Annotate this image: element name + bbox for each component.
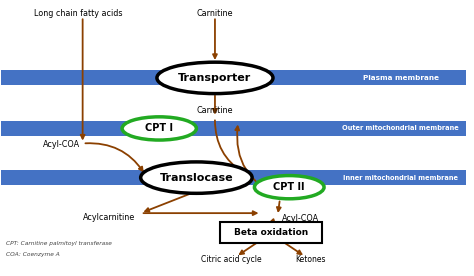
FancyBboxPatch shape xyxy=(219,222,322,243)
Text: CPT: Carnitine palmitoyl transferase: CPT: Carnitine palmitoyl transferase xyxy=(6,241,112,246)
Bar xyxy=(1,70,465,85)
Ellipse shape xyxy=(157,62,273,94)
Text: Ketones: Ketones xyxy=(295,255,325,264)
Text: Acyl-COA: Acyl-COA xyxy=(283,214,319,223)
Text: Inner mitochondrial membrane: Inner mitochondrial membrane xyxy=(343,175,458,181)
Text: Outer mitochondrial membrane: Outer mitochondrial membrane xyxy=(342,125,459,131)
Bar xyxy=(1,170,465,185)
Text: CPT I: CPT I xyxy=(145,123,173,133)
Text: Long chain fatty acids: Long chain fatty acids xyxy=(34,9,122,18)
Text: Transporter: Transporter xyxy=(178,73,252,83)
Text: COA: Coenzyme A: COA: Coenzyme A xyxy=(6,252,60,257)
Ellipse shape xyxy=(122,117,196,140)
Ellipse shape xyxy=(141,162,252,193)
Text: Acylcarnitine: Acylcarnitine xyxy=(82,213,135,222)
Text: Acyl-COA: Acyl-COA xyxy=(43,140,80,149)
Text: Carnitine: Carnitine xyxy=(197,9,233,18)
Text: Translocase: Translocase xyxy=(160,172,233,183)
Text: Carnitine: Carnitine xyxy=(197,106,233,115)
Ellipse shape xyxy=(255,176,324,199)
Text: Beta oxidation: Beta oxidation xyxy=(234,228,308,237)
Text: CPT II: CPT II xyxy=(273,182,305,192)
Text: Plasma membrane: Plasma membrane xyxy=(363,75,438,81)
Text: Citric acid cycle: Citric acid cycle xyxy=(201,255,262,264)
Bar xyxy=(1,121,465,136)
